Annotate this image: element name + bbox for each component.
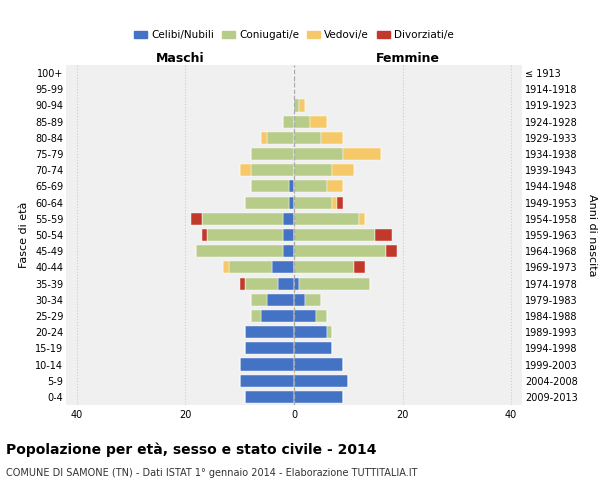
Bar	[294, 229, 376, 241]
Bar	[316, 310, 326, 322]
Bar	[294, 310, 316, 322]
Bar	[262, 310, 294, 322]
Text: Popolazione per età, sesso e stato civile - 2014: Popolazione per età, sesso e stato civil…	[6, 442, 377, 457]
Bar	[245, 326, 294, 338]
Bar	[283, 212, 294, 225]
Bar	[262, 132, 267, 144]
Bar	[326, 180, 343, 192]
Bar	[294, 116, 310, 128]
Bar	[299, 278, 370, 289]
Bar	[272, 262, 294, 274]
Bar	[337, 196, 343, 208]
Bar	[267, 132, 294, 144]
Bar	[354, 262, 365, 274]
Bar	[207, 229, 283, 241]
Bar	[326, 326, 332, 338]
Text: Maschi: Maschi	[155, 52, 205, 65]
Y-axis label: Anni di nascita: Anni di nascita	[587, 194, 597, 276]
Bar	[251, 310, 262, 322]
Bar	[278, 278, 294, 289]
Bar	[240, 278, 245, 289]
Bar	[294, 245, 386, 258]
Bar	[310, 116, 326, 128]
Bar	[305, 294, 321, 306]
Bar	[294, 180, 326, 192]
Bar	[229, 262, 272, 274]
Bar	[386, 245, 397, 258]
Bar	[289, 180, 294, 192]
Bar	[251, 180, 289, 192]
Bar	[245, 342, 294, 354]
Bar	[191, 212, 202, 225]
Bar	[196, 245, 283, 258]
Bar	[294, 132, 321, 144]
Bar	[240, 374, 294, 387]
Bar	[376, 229, 392, 241]
Bar	[294, 278, 299, 289]
Bar	[294, 326, 326, 338]
Bar	[267, 294, 294, 306]
Bar	[202, 212, 283, 225]
Bar	[332, 164, 354, 176]
Bar	[251, 148, 294, 160]
Bar	[202, 229, 207, 241]
Bar	[240, 164, 251, 176]
Bar	[299, 100, 305, 112]
Bar	[289, 196, 294, 208]
Bar	[294, 164, 332, 176]
Bar	[294, 148, 343, 160]
Text: COMUNE DI SAMONE (TN) - Dati ISTAT 1° gennaio 2014 - Elaborazione TUTTITALIA.IT: COMUNE DI SAMONE (TN) - Dati ISTAT 1° ge…	[6, 468, 418, 478]
Text: Femmine: Femmine	[376, 52, 440, 65]
Bar	[359, 212, 365, 225]
Bar	[321, 132, 343, 144]
Bar	[294, 358, 343, 370]
Bar	[294, 342, 332, 354]
Bar	[294, 262, 354, 274]
Bar	[332, 196, 337, 208]
Bar	[251, 294, 267, 306]
Bar	[294, 294, 305, 306]
Bar	[245, 391, 294, 403]
Bar	[223, 262, 229, 274]
Bar	[245, 278, 278, 289]
Bar	[294, 100, 299, 112]
Bar	[245, 196, 289, 208]
Bar	[283, 229, 294, 241]
Legend: Celibi/Nubili, Coniugati/e, Vedovi/e, Divorziati/e: Celibi/Nubili, Coniugati/e, Vedovi/e, Di…	[130, 26, 458, 44]
Bar	[283, 116, 294, 128]
Bar	[240, 358, 294, 370]
Bar	[251, 164, 294, 176]
Y-axis label: Fasce di età: Fasce di età	[19, 202, 29, 268]
Bar	[294, 391, 343, 403]
Bar	[343, 148, 381, 160]
Bar	[294, 196, 332, 208]
Bar	[294, 212, 359, 225]
Bar	[294, 374, 348, 387]
Bar	[283, 245, 294, 258]
